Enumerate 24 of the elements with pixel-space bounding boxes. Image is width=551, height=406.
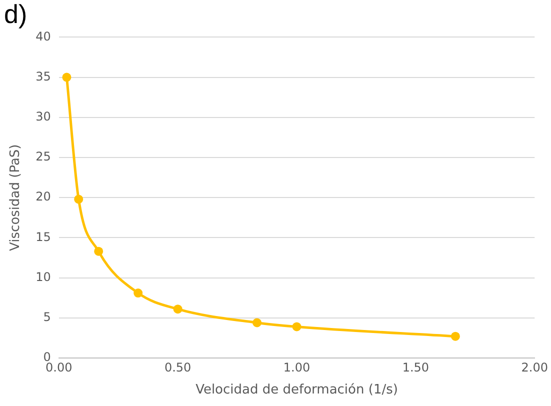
point: [252, 318, 262, 328]
y-tick-label: 30: [36, 110, 51, 124]
point: [74, 194, 84, 204]
point: [173, 304, 182, 314]
x-tick-label: 0.50: [164, 360, 192, 374]
point: [450, 332, 460, 341]
x-tick-label: 1.50: [402, 360, 430, 374]
point: [62, 72, 72, 82]
y-tick-label: 10: [36, 270, 51, 284]
y-tick-label: 25: [36, 150, 51, 164]
x-tick-label: 1.00: [283, 360, 310, 374]
x-tick-label: 0.00: [46, 360, 72, 374]
point: [292, 322, 302, 332]
x-axis-title: Velocidad de deformación (1/s): [196, 382, 398, 398]
y-axis-title: Viscosidad (PaS): [8, 144, 24, 251]
point: [134, 288, 143, 298]
chart-title: d): [4, 0, 28, 29]
y-tick-label: 35: [36, 69, 51, 84]
y-tick-label: 20: [36, 190, 51, 204]
point: [94, 246, 104, 256]
y-tick-label: 5: [43, 310, 51, 324]
y-tick-label: 15: [36, 230, 51, 244]
y-tick-label: 40: [36, 29, 51, 44]
x-tick-label: 2.00: [521, 360, 548, 374]
